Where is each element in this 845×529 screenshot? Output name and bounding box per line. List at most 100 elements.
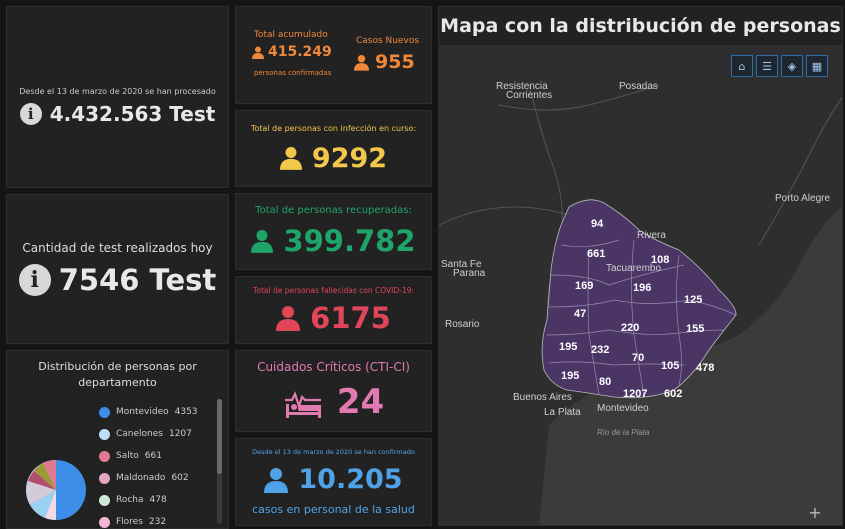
place-label: Corrientes xyxy=(506,90,552,101)
person-icon xyxy=(276,305,301,331)
place-label: La Plata xyxy=(544,407,581,418)
place-label: Río de la Plata xyxy=(597,428,650,437)
map-toolbar: ⌂ ☰ ◈ ▦ xyxy=(731,55,828,77)
department-value[interactable]: 478 xyxy=(696,362,714,374)
legend-label: Maldonado xyxy=(116,473,166,483)
layers-icon[interactable]: ◈ xyxy=(781,55,803,77)
department-value[interactable]: 169 xyxy=(575,280,593,292)
recovered-label: Total de personas recuperadas: xyxy=(255,205,412,216)
department-value[interactable]: 196 xyxy=(633,282,651,294)
person-icon xyxy=(279,147,302,170)
department-value[interactable]: 195 xyxy=(559,341,577,353)
place-label: Santa Fe xyxy=(441,259,482,270)
person-icon xyxy=(252,46,264,59)
legend-dot xyxy=(99,450,110,462)
legend-dot xyxy=(99,406,110,418)
legend-item[interactable]: Maldonado 602 xyxy=(99,467,198,489)
legend: Montevideo 4353 Canelones 1207 Salto 661 Ma… xyxy=(99,401,198,528)
department-value[interactable]: 195 xyxy=(561,370,579,382)
department-value[interactable]: 155 xyxy=(686,323,704,335)
legend-item[interactable]: Montevideo 4353 xyxy=(99,401,198,423)
recovered-value: 399.782 xyxy=(283,224,416,258)
home-icon[interactable]: ⌂ xyxy=(731,55,753,77)
legend-value: 602 xyxy=(171,473,189,483)
legend-item[interactable]: Salto 661 xyxy=(99,445,198,467)
active-label: Total de personas con infección en curso… xyxy=(250,123,417,133)
legend-value: 478 xyxy=(149,495,167,505)
accumulated-panel: Total acumulado 415.249 personas confirm… xyxy=(235,6,432,104)
expand-icon[interactable]: + xyxy=(808,503,822,522)
legend-value: 4353 xyxy=(174,407,198,417)
legend-dot xyxy=(99,428,110,440)
legend-label: Montevideo xyxy=(116,407,169,417)
legend-label: Salto xyxy=(116,451,139,461)
map-panel: Mapa con la distribución de personas Res… xyxy=(438,6,843,526)
place-label: Rosario xyxy=(445,319,480,330)
health-staff-panel: Desde el 13 de marzo de 2020 se han conf… xyxy=(235,438,432,526)
icu-panel: Cuidados Críticos (CTI-CI) 24 xyxy=(235,350,432,432)
place-label: Rivera xyxy=(637,230,666,241)
tests-today-value: 7546 Test xyxy=(58,263,217,297)
department-value[interactable]: 220 xyxy=(621,322,639,334)
hospital-bed-icon xyxy=(284,391,321,418)
pie-chart[interactable] xyxy=(21,455,91,525)
health-staff-value: 10.205 xyxy=(298,464,403,495)
department-value[interactable]: 1207 xyxy=(623,388,647,400)
info-icon: i xyxy=(19,102,42,125)
department-value[interactable]: 232 xyxy=(591,344,609,356)
map-view[interactable]: Resistencia Corrientes Posadas Porto Ale… xyxy=(439,45,843,526)
department-value[interactable]: 602 xyxy=(664,388,682,400)
map-title: Mapa con la distribución de personas xyxy=(439,7,842,45)
tests-total-caption: Desde el 13 de marzo de 2020 se han proc… xyxy=(19,86,216,96)
list-icon[interactable]: ☰ xyxy=(756,55,778,77)
active-value: 9292 xyxy=(311,142,388,174)
active-panel: Total de personas con infección en curso… xyxy=(235,110,432,187)
department-value[interactable]: 125 xyxy=(684,294,702,306)
legend-label: Flores xyxy=(116,517,143,527)
legend-item[interactable]: Rocha 478 xyxy=(99,489,198,511)
department-value[interactable]: 661 xyxy=(587,248,605,260)
basemap-icon[interactable]: ▦ xyxy=(806,55,828,77)
person-icon xyxy=(264,467,289,493)
legend-scrollbar[interactable] xyxy=(217,399,222,524)
new-cases-value: 955 xyxy=(375,51,415,73)
legend-dot xyxy=(99,516,110,528)
deceased-panel: Total de personas fallecidas con COVID-1… xyxy=(235,276,432,344)
department-value[interactable]: 94 xyxy=(591,218,604,230)
distribution-panel: Distribución de personas por departament… xyxy=(6,350,229,529)
legend-item[interactable]: Canelones 1207 xyxy=(99,423,198,445)
health-staff-caption: Desde el 13 de marzo de 2020 se han conf… xyxy=(252,448,415,456)
legend-item[interactable]: Flores 232 xyxy=(99,511,198,528)
department-value[interactable]: 70 xyxy=(632,352,644,364)
department-value[interactable]: 105 xyxy=(661,360,679,372)
legend-dot xyxy=(99,494,110,506)
distribution-title: Distribución de personas por departament… xyxy=(38,360,197,389)
accumulated-sub: personas confirmadas xyxy=(254,69,332,77)
map-canvas[interactable]: Resistencia Corrientes Posadas Porto Ale… xyxy=(439,45,843,526)
department-value[interactable]: 80 xyxy=(599,376,611,388)
department-value[interactable]: 47 xyxy=(574,308,586,320)
department-value[interactable]: 108 xyxy=(651,254,669,266)
tests-today-caption: Cantidad de test realizados hoy xyxy=(22,241,213,255)
legend-label: Canelones xyxy=(116,429,163,439)
legend-value: 661 xyxy=(144,451,162,461)
health-staff-sub: casos en personal de la salud xyxy=(252,503,415,516)
accumulated-label: Total acumulado xyxy=(254,30,328,40)
legend-value: 1207 xyxy=(168,429,192,439)
place-label: Porto Alegre xyxy=(775,193,830,204)
deceased-value: 6175 xyxy=(310,300,391,335)
recovered-panel: Total de personas recuperadas: 399.782 xyxy=(235,193,432,270)
place-label: Parana xyxy=(453,268,486,279)
legend-label: Rocha xyxy=(116,495,144,505)
place-label: Posadas xyxy=(619,81,658,92)
scrollbar-thumb[interactable] xyxy=(217,399,222,474)
accumulated-value: 415.249 xyxy=(268,44,332,60)
icu-value: 24 xyxy=(336,382,385,422)
place-label: Montevideo xyxy=(597,403,649,414)
place-label: Buenos Aires xyxy=(513,392,572,403)
info-icon: i xyxy=(18,264,51,296)
person-icon xyxy=(354,54,369,71)
person-icon xyxy=(251,230,274,253)
tests-total-value: 4.432.563 Test xyxy=(49,101,216,126)
legend-value: 232 xyxy=(148,517,167,527)
